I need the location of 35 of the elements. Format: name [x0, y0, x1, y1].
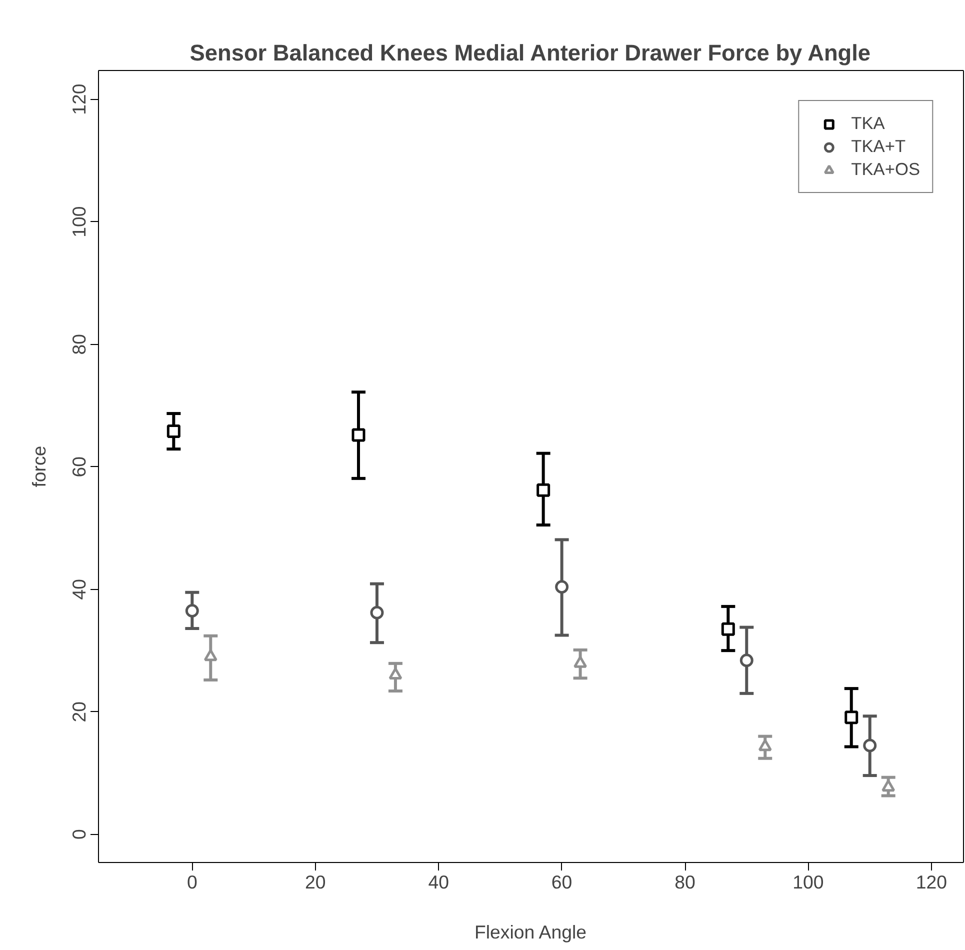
- y-axis-title: force: [28, 446, 50, 488]
- point: [721, 622, 735, 636]
- y-tick-label: 60: [68, 456, 90, 478]
- y-tick-label: 40: [68, 578, 90, 600]
- y-tick-label: 80: [68, 334, 90, 355]
- y-tick-label: 0: [68, 829, 90, 840]
- point: [536, 483, 550, 497]
- point: [185, 604, 199, 618]
- y-tick-label: 100: [68, 206, 90, 238]
- point: [758, 739, 772, 752]
- chart-title: Sensor Balanced Knees Medial Anterior Drawer Force by Angle: [190, 40, 871, 66]
- point: [204, 649, 218, 662]
- y-tick-label: 20: [68, 701, 90, 722]
- legend-label: TKA: [851, 113, 885, 134]
- point: [844, 710, 858, 724]
- x-axis-title: Flexion Angle: [474, 922, 586, 942]
- x-tick-label: 0: [186, 872, 198, 892]
- x-tick-label: 80: [674, 872, 696, 892]
- point: [740, 654, 754, 668]
- point: [555, 580, 569, 594]
- point: [882, 780, 896, 792]
- point: [574, 656, 588, 668]
- point: [166, 424, 180, 438]
- x-tick-label: 40: [428, 872, 449, 892]
- x-tick-label: 100: [792, 872, 824, 892]
- x-tick-label: 60: [551, 872, 572, 892]
- point: [863, 738, 877, 752]
- x-tick-label: 20: [304, 872, 326, 892]
- legend-label: TKA+OS: [851, 159, 920, 180]
- point: [352, 428, 366, 442]
- x-tick-label: 120: [916, 872, 948, 892]
- point: [370, 606, 384, 620]
- y-tick-label: 120: [68, 84, 90, 115]
- legend-label: TKA+T: [851, 136, 906, 157]
- point: [388, 667, 402, 680]
